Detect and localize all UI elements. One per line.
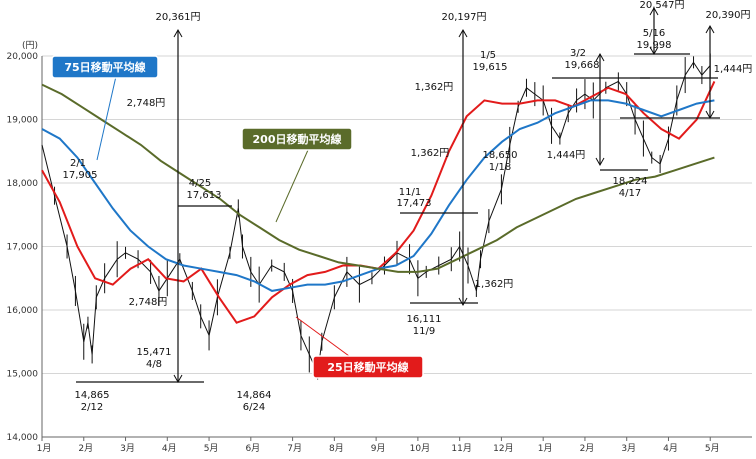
point-18650-date: 1/18 [489,162,511,173]
point-18224-value: 18,224 [613,176,648,187]
diff-1362b-label: 1,362円 [411,148,450,159]
x-tick-label: 6月 [245,443,260,454]
point-14864-value: 14,864 [237,390,272,401]
point-19998-value: 19,998 [637,40,672,51]
point-17473-date: 11/1 [399,187,421,198]
diff-1362a-label: 1,362円 [415,82,454,93]
price-line [41,61,711,376]
range-1362-head-top [458,28,468,38]
x-tick-label: 2月 [580,443,595,454]
range-high3-head-top [649,6,659,16]
y-tick-label: 16,000 [7,306,39,316]
y-unit-label: (円) [22,40,38,51]
diff-2748b-label: 2,748円 [129,297,168,308]
x-tick-label: 5月 [204,443,219,454]
point-19615-date: 1/5 [480,50,496,61]
legend-ma200-leader [275,149,309,223]
grid-layer [42,55,752,438]
diff-1362c-label: 1,362円 [475,279,514,290]
range-1444a-head-top [595,52,605,62]
legend-layer: 75日移動平均線 200日移動平均線 25日移動平均線 [51,55,424,379]
point-18650-value: 18,650 [483,150,518,161]
high-label-3: 20,547円 [640,0,685,11]
axis-layer: 14,000 15,000 16,000 17,000 18,000 19,000 20,0… [7,40,752,454]
x-tick-label: 7月 [287,443,302,454]
high-label-1: 20,361円 [156,12,201,23]
point-19998-date: 5/16 [643,28,665,39]
x-tick-label: 10月 [410,443,430,454]
legend-ma25-label: 25日移動平均線 [327,360,408,374]
point-14865-date: 2/12 [81,402,103,413]
point-17905-date: 2/1 [70,158,86,169]
high-label-2: 20,197円 [442,12,487,23]
point-18224-date: 4/17 [619,188,641,199]
diff-1444b-label: 1,444円 [714,64,753,75]
range-1444b-head-top [705,24,715,34]
point-15471-date: 4/8 [146,359,162,370]
x-tick-label: 12月 [493,443,513,454]
point-14865-value: 14,865 [75,390,110,401]
x-tick-label: 4月 [663,443,678,454]
legend-ma75-leader [96,77,117,161]
point-17473-value: 17,473 [397,198,432,209]
legend-ma75-label: 75日移動平均線 [64,60,145,74]
ma25-line [41,80,716,324]
point-14864-date: 6/24 [243,402,265,413]
x-tick-label: 3月 [621,443,636,454]
point-17905-value: 17,905 [63,170,98,181]
x-tick-label: 4月 [162,443,177,454]
point-17613-date: 4/25 [189,178,211,189]
x-tick-label: 1月 [37,443,52,454]
ma200-line [41,83,715,273]
point-16111-value: 16,111 [407,314,442,325]
x-tick-label: 8月 [329,443,344,454]
point-15471-value: 15,471 [137,347,172,358]
range-1362-head-bottom [458,297,468,307]
x-tick-label: 9月 [371,443,386,454]
x-tick-label: 11月 [451,443,471,454]
point-19615-value: 19,615 [473,62,508,73]
legend-ma75-box [51,55,159,79]
legend-ma25-box [312,355,424,379]
y-tick-label: 18,000 [7,179,39,189]
y-tick-label: 19,000 [7,116,39,126]
y-tick-label: 14,000 [7,433,39,443]
diff-1444a-label: 1,444円 [547,150,586,161]
legend-ma200-box [241,127,353,151]
range-1444a-head-bottom [595,157,605,167]
x-tick-label: 1月 [538,443,553,454]
y-tick-label: 15,000 [7,370,39,380]
point-19668-date: 3/2 [570,48,586,59]
x-tick-label: 5月 [705,443,720,454]
range-2748-head-top [173,28,183,38]
legend-ma200-label: 200日移動平均線 [253,132,342,146]
high-label-4: 20,390円 [706,10,751,21]
diff-2748-label: 2,748円 [127,98,166,109]
y-tick-label: 17,000 [7,243,39,253]
point-17613-value: 17,613 [187,190,222,201]
y-tick-label: 20,000 [7,52,39,62]
x-tick-label: 2月 [78,443,93,454]
point-19668-value: 19,668 [565,60,600,71]
series-layer [41,53,716,380]
x-tick-label: 3月 [120,443,135,454]
point-16111-date: 11/9 [413,326,435,337]
